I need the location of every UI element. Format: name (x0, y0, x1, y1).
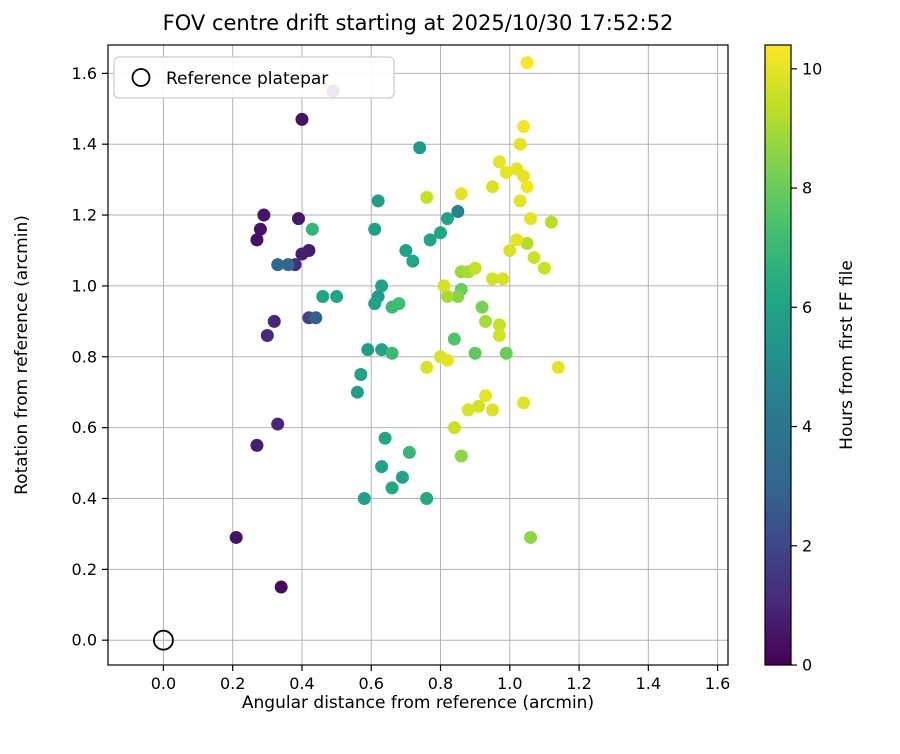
svg-text:1.0: 1.0 (72, 276, 97, 295)
x-axis-label: Angular distance from reference (arcmin) (242, 693, 594, 713)
svg-text:1.6: 1.6 (705, 674, 730, 693)
y-axis-label: Rotation from reference (arcmin) (12, 215, 32, 495)
legend-label: Reference platepar (166, 69, 328, 89)
axis-ticks: 0.0 0.2 0.4 0.6 0.8 1.0 1.2 1.4 1.6 0.0 0.2 0.4 0.6 0… (72, 64, 731, 693)
svg-text:1.4: 1.4 (72, 135, 97, 154)
svg-text:1.0: 1.0 (497, 674, 522, 693)
svg-text:0.6: 0.6 (359, 674, 384, 693)
colorbar-label: Hours from first FF file (837, 260, 857, 450)
svg-text:0.4: 0.4 (72, 489, 97, 508)
svg-text:0.2: 0.2 (72, 560, 97, 579)
colorbar-gradient (764, 44, 792, 666)
svg-text:0.2: 0.2 (220, 674, 245, 693)
chart-title: FOV centre drift starting at 2025/10/30 … (163, 11, 674, 35)
svg-text:1.6: 1.6 (72, 64, 97, 83)
legend-frame (113, 56, 395, 99)
svg-text:0.8: 0.8 (72, 347, 97, 366)
reference-platepar-marker (153, 629, 174, 651)
colorbar-ticks: 0 2 4 6 8 10 (791, 59, 822, 675)
scatter-points (229, 56, 565, 594)
svg-text:8: 8 (802, 179, 812, 198)
svg-text:0.8: 0.8 (428, 674, 453, 693)
svg-text:0.6: 0.6 (72, 418, 97, 437)
svg-text:6: 6 (802, 298, 812, 317)
legend-open-circle-icon (131, 68, 151, 87)
svg-text:10: 10 (802, 59, 822, 78)
svg-text:0: 0 (802, 656, 812, 675)
grid-lines (108, 45, 728, 665)
colorbar: 0 2 4 6 8 10 Hours from first FF file (764, 44, 857, 675)
svg-text:1.2: 1.2 (566, 674, 591, 693)
legend: Reference platepar (113, 56, 395, 99)
axes-border (107, 44, 729, 666)
svg-text:0.0: 0.0 (72, 631, 97, 650)
svg-text:0.0: 0.0 (151, 674, 176, 693)
svg-text:1.4: 1.4 (636, 674, 661, 693)
svg-text:4: 4 (802, 417, 812, 436)
svg-text:2: 2 (802, 536, 812, 555)
svg-text:0.4: 0.4 (289, 674, 314, 693)
svg-text:1.2: 1.2 (72, 206, 97, 225)
